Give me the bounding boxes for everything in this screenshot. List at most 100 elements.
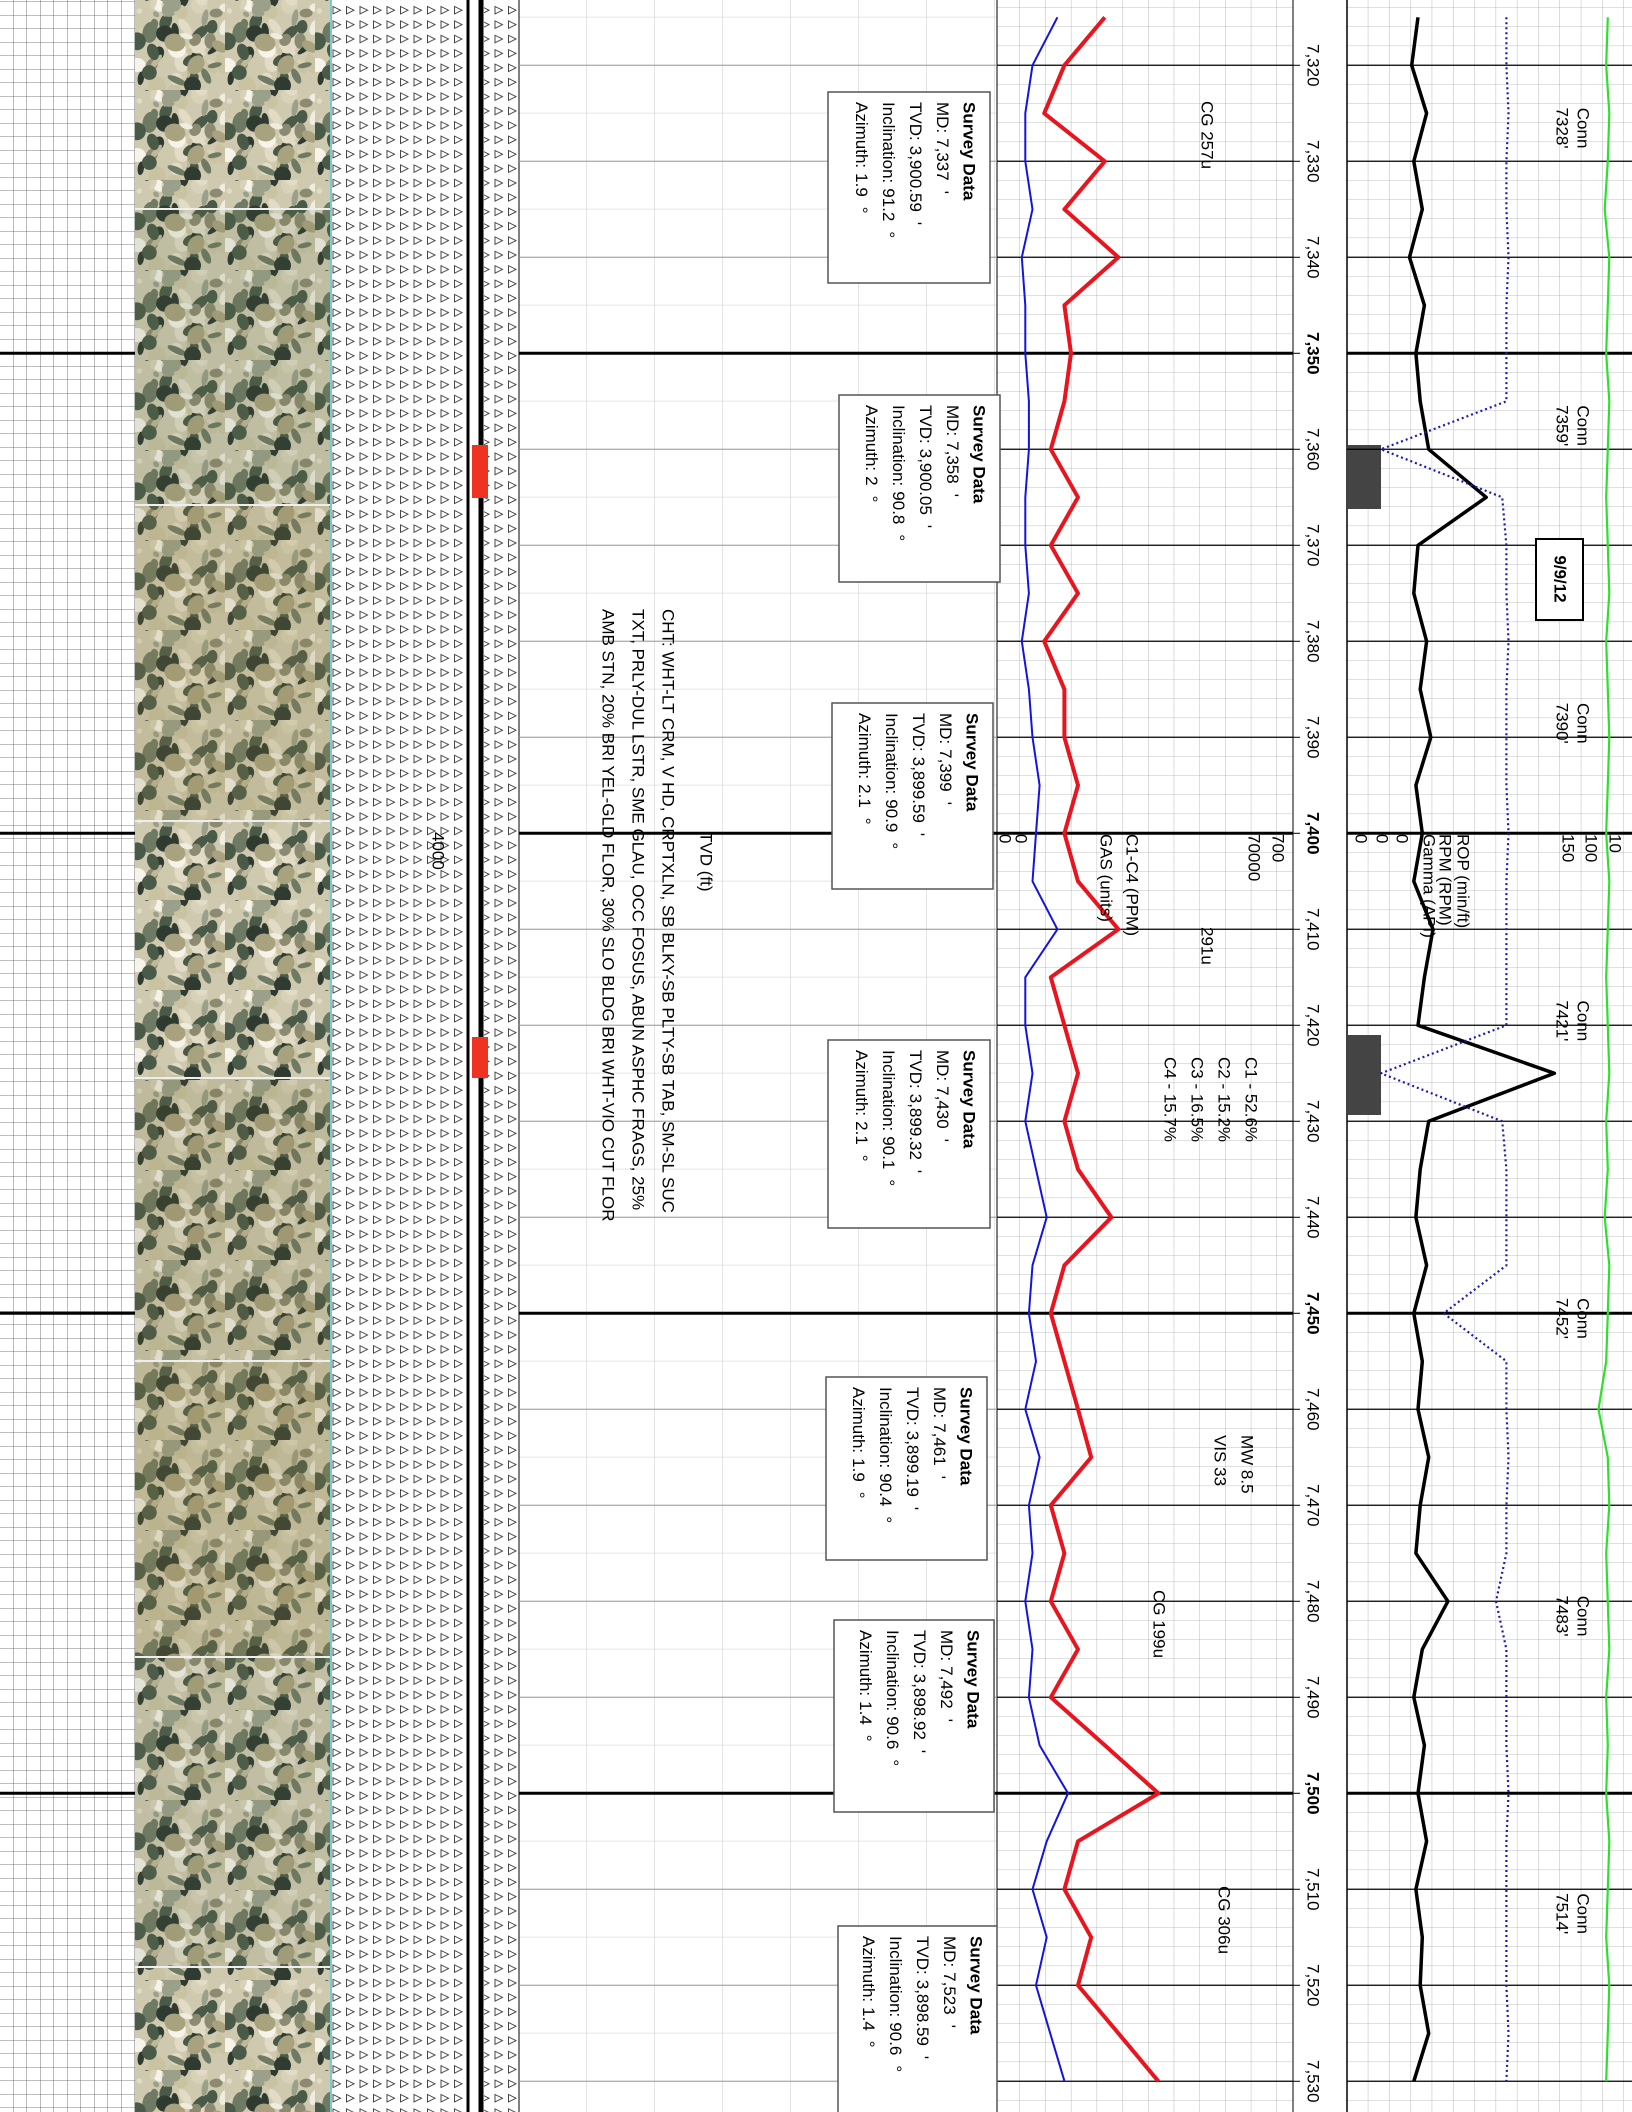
curve: [1407, 17, 1557, 2082]
survey-value: 90.1: [879, 1136, 898, 1169]
survey-line: MD: 7,399 ': [936, 713, 955, 805]
survey-field: TVD:: [909, 713, 928, 752]
scale-label: 700: [1269, 834, 1288, 862]
survey-line: TVD: 3,900.59 ': [906, 102, 925, 225]
survey-unit: °: [882, 842, 901, 849]
survey-field: Azimuth:: [856, 1630, 875, 1696]
survey-box: [827, 91, 991, 284]
survey-unit: °: [852, 1155, 871, 1162]
survey-field: TVD:: [903, 1387, 922, 1426]
survey-value: 1.4: [859, 2007, 878, 2031]
description: AMB STN, 20% BRI YEL-GLD FLOR, 30% SLO B…: [599, 609, 618, 1221]
survey-box: [825, 1376, 988, 1561]
depth-label: 7,400: [1304, 812, 1323, 855]
depth-label: 7,410: [1304, 908, 1323, 951]
annotation: 291u: [1198, 927, 1217, 965]
survey-field: Inclination:: [886, 1936, 905, 2017]
survey-box: [837, 1925, 998, 2112]
photo-tints: [135, 208, 330, 1968]
survey-unit: ': [933, 191, 952, 194]
conn-word: Conn: [1574, 405, 1593, 446]
legend-entry: RPM (RPM): [1436, 834, 1455, 926]
description: TXT, PRLY-DUL LSTR, SME GLAU, OCC FOSUS,…: [629, 609, 648, 1210]
depth-label: 7,510: [1304, 1868, 1323, 1911]
survey-value: 3,899.19: [903, 1431, 922, 1497]
survey-box: [833, 1619, 995, 1813]
survey-unit: ': [903, 1507, 922, 1510]
survey-field: Inclination:: [879, 102, 898, 183]
grid-track: [0, 0, 135, 2112]
survey-field: Inclination:: [876, 1387, 895, 1468]
depth-label: 7,330: [1304, 140, 1323, 183]
survey-unit: ': [936, 802, 955, 805]
trip-marker: [1347, 445, 1381, 509]
depth-label: 7,320: [1304, 44, 1323, 87]
survey-unit: °: [876, 1516, 895, 1523]
survey-unit: °: [883, 1759, 902, 1766]
depth-label: 7,340: [1304, 236, 1323, 279]
survey-line: Inclination: 90.8 °: [889, 405, 908, 541]
gas-track: [997, 0, 1293, 2112]
survey-line: Inclination: 91.2 °: [879, 102, 898, 238]
annotation: CG 199u: [1150, 1590, 1169, 1658]
tvd-tick: 4000: [429, 832, 448, 870]
sample-photo-texture: [135, 0, 330, 2112]
conn-word: Conn: [1574, 1596, 1593, 1637]
survey-value: 3,899.32: [906, 1094, 925, 1160]
survey-value: 1.9: [852, 173, 871, 197]
scale-label: 0: [1393, 834, 1412, 843]
survey-title: Survey Data: [970, 405, 989, 504]
survey-field: Azimuth:: [859, 1936, 878, 2002]
annotation: MW 8.5: [1238, 1435, 1257, 1494]
legend-entry: C1-C4 (PPM): [1123, 834, 1142, 936]
survey-value: 7,430: [933, 1086, 952, 1129]
lithology: [332, 0, 519, 2112]
survey-line: MD: 7,461 ': [930, 1387, 949, 1479]
gas-breakdown: C2 - 15.2%: [1215, 1057, 1234, 1142]
survey-title: Survey Data: [963, 713, 982, 812]
survey-unit: °: [856, 1735, 875, 1742]
gas-breakdown: C4 - 15.7%: [1161, 1057, 1180, 1142]
survey-line: Azimuth: 2.1 °: [855, 713, 874, 825]
survey-unit: °: [855, 818, 874, 825]
survey-line: TVD: 3,899.19 ': [903, 1387, 922, 1510]
survey-unit: °: [879, 1179, 898, 1186]
survey-value: 90.8: [889, 491, 908, 524]
survey-field: MD:: [933, 1050, 952, 1081]
survey-line: Inclination: 90.9 °: [882, 713, 901, 849]
scale-label: 0: [1352, 834, 1371, 843]
survey-unit: ': [940, 2025, 959, 2028]
description: CHT: WHT-LT CRM, V HD, CRPTXLN, SB BLKY-…: [659, 609, 678, 1213]
survey-line: Azimuth: 2.1 °: [852, 1050, 871, 1162]
survey-value: 90.4: [876, 1473, 895, 1506]
survey-unit: ': [906, 1170, 925, 1173]
survey-line: Inclination: 90.6 °: [886, 1936, 905, 2072]
survey-line: Inclination: 90.1 °: [879, 1050, 898, 1186]
survey-unit: °: [879, 231, 898, 238]
survey-line: TVD: 3,898.59 ': [913, 1936, 932, 2059]
conn-word: Conn: [1574, 108, 1593, 149]
depth-label: 7,520: [1304, 1964, 1323, 2007]
survey-line: Azimuth: 1.9 °: [852, 102, 871, 214]
depth-label: 7,500: [1304, 1772, 1323, 1815]
scale-label: 10: [1606, 834, 1625, 853]
survey-value: 2: [862, 476, 881, 485]
survey-unit: °: [886, 2065, 905, 2072]
survey-value: 3,900.59: [906, 146, 925, 212]
survey-field: Azimuth:: [852, 102, 871, 168]
rop-track: [1347, 0, 1632, 2112]
survey-field: Azimuth:: [849, 1387, 868, 1453]
survey-line: Azimuth: 1.4 °: [859, 1936, 878, 2048]
conn-depth: 7359': [1553, 405, 1572, 446]
gas-breakdown: C1 - 52.6%: [1242, 1057, 1261, 1142]
survey-line: MD: 7,492 ': [937, 1630, 956, 1722]
depth-label: 7,350: [1304, 332, 1323, 375]
survey-line: Inclination: 90.6 °: [883, 1630, 902, 1766]
date-box: [1535, 538, 1584, 621]
curve: [1042, 16, 1161, 2083]
lithology-mark: [472, 1037, 488, 1078]
survey-value: 1.4: [856, 1701, 875, 1725]
survey-box: [827, 1039, 991, 1229]
survey-value: 90.6: [883, 1716, 902, 1749]
